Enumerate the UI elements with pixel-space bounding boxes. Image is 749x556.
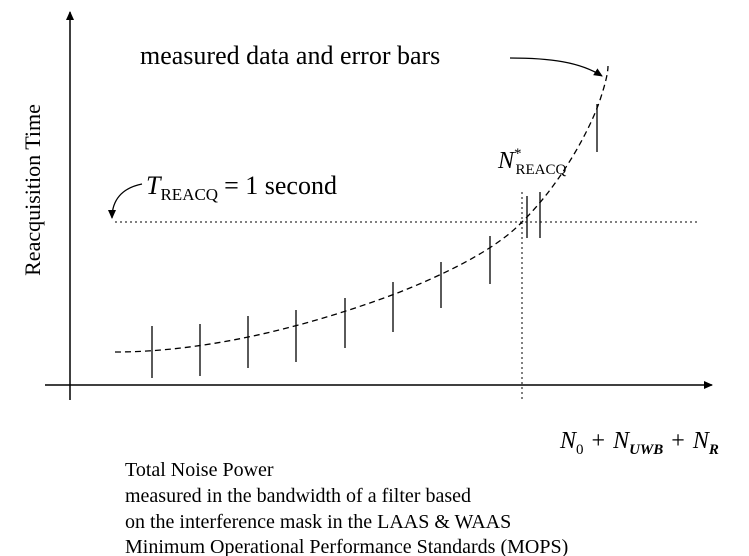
operator: +: [671, 428, 685, 454]
y-axis-label: Reacquisition Time: [20, 104, 45, 276]
threshold-arrow: [108, 183, 143, 219]
superscript: *: [514, 146, 522, 162]
subscript: R: [708, 442, 719, 458]
description-line: Minimum Operational Performance Standard…: [125, 536, 568, 556]
symbol: N: [559, 428, 578, 454]
error-bars: [151, 104, 598, 378]
subscript: REACQ: [160, 185, 218, 204]
annotation: measured data and error bars: [140, 41, 440, 70]
rest: = 1 second: [224, 171, 337, 200]
fit-curve: [114, 65, 609, 353]
subscript: UWB: [629, 442, 663, 458]
description-line: measured in the bandwidth of a filter ba…: [125, 485, 471, 507]
crossing-label: N* REACQ: [497, 146, 567, 178]
annotation-arrow: [509, 57, 603, 77]
description: Total Noise Power measured in the bandwi…: [125, 459, 568, 556]
symbol: N: [692, 428, 711, 454]
x-axis-label: N0 + NUWB + NR: [559, 428, 719, 458]
symbol: T: [146, 171, 162, 200]
symbol: N: [497, 148, 516, 174]
subscript: 0: [576, 442, 584, 458]
subscript: REACQ: [516, 162, 567, 178]
symbol: N: [612, 428, 631, 454]
operator: +: [592, 428, 606, 454]
description-line: Total Noise Power: [125, 459, 274, 481]
description-line: on the interference mask in the LAAS & W…: [125, 511, 511, 533]
threshold-label: TREACQ = 1 second: [146, 171, 337, 204]
